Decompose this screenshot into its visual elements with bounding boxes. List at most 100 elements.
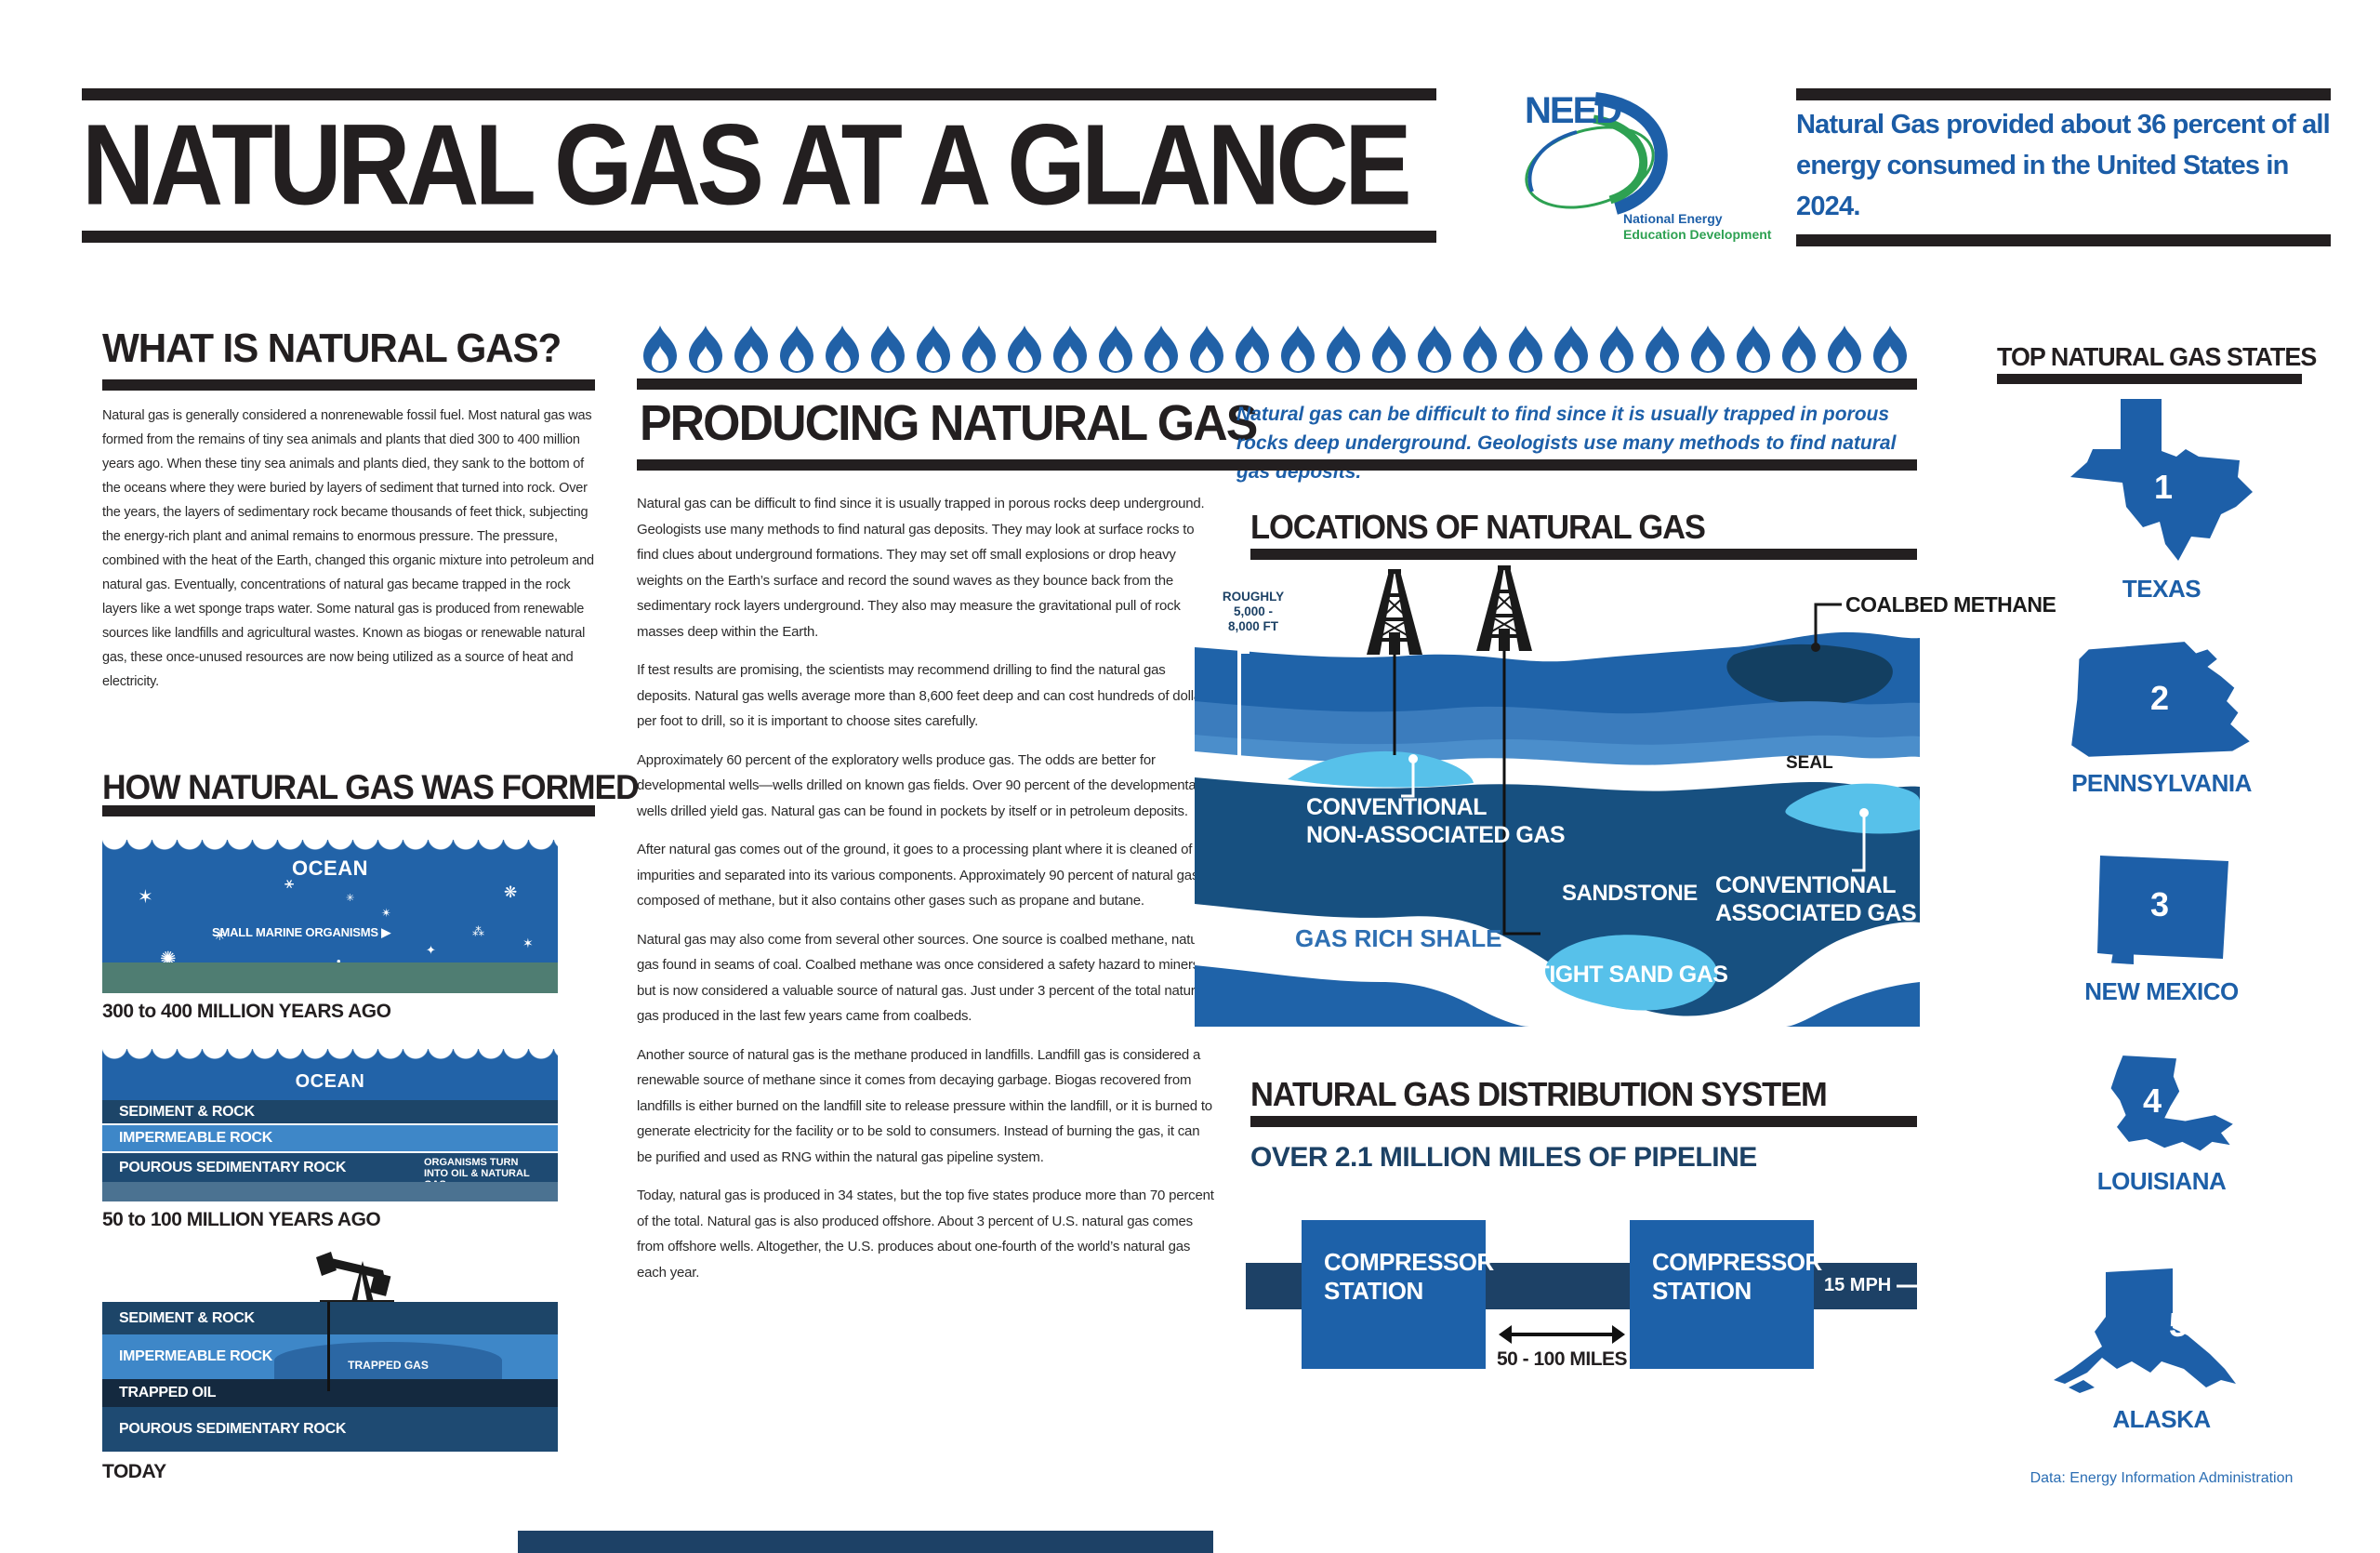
flame-icon xyxy=(1190,325,1223,373)
state-rank: 4 xyxy=(2143,1082,2162,1120)
double-arrow-icon xyxy=(1499,1325,1625,1344)
paragraph: After natural gas comes out of the groun… xyxy=(637,842,1212,909)
compressor-station-1: COMPRESSOR STATION xyxy=(1302,1220,1494,1369)
locations-rule xyxy=(1250,549,1917,560)
producing-top-rule xyxy=(637,378,1917,390)
layer-bottom-rock xyxy=(1195,965,1920,1027)
depth-line: ROUGHLY xyxy=(1222,590,1285,604)
state-item-texas: 1 TEXAS xyxy=(1994,395,2329,604)
what-is-heading: WHAT IS NATURAL GAS? xyxy=(102,325,562,371)
flame-icon xyxy=(1554,325,1588,373)
speed-label: 15 MPH xyxy=(1824,1275,1892,1295)
tight-sand-gas-label: TIGHT SAND GAS xyxy=(1536,962,1728,988)
what-is-body: Natural gas is generally considered a no… xyxy=(102,408,594,689)
pumpjack-icon xyxy=(316,1252,394,1306)
layer-slate xyxy=(102,1182,558,1201)
layer-impermeable-rock: IMPERMEABLE ROCK xyxy=(102,1125,558,1151)
associated-gas-pocket xyxy=(1785,783,1920,834)
layer-label: SEDIMENT & ROCK xyxy=(119,1103,255,1120)
organisms-caption-text: SMALL MARINE ORGANISMS xyxy=(212,925,378,939)
state-name: TEXAS xyxy=(2122,575,2202,603)
organism-icon: ⚹ xyxy=(284,874,295,892)
state-item-new-mexico: 3 NEW MEXICO xyxy=(1994,856,2329,1006)
footer-strip xyxy=(518,1531,1213,1553)
flame-icon xyxy=(917,325,950,373)
flame-icon xyxy=(1327,325,1360,373)
formed-rule xyxy=(102,805,595,816)
non-associated-leader xyxy=(1401,754,1418,798)
non-associated-gas-pocket xyxy=(1288,750,1474,788)
state-item-pennsylvania: 2 PENNSYLVANIA xyxy=(1994,642,2329,798)
depth-bracket xyxy=(1237,650,1250,760)
flame-icon xyxy=(1646,325,1679,373)
flame-icon xyxy=(1053,325,1087,373)
state-rank: 3 xyxy=(2150,885,2170,923)
flame-icon xyxy=(871,325,905,373)
what-is-rule xyxy=(102,379,595,391)
flame-icon xyxy=(1691,325,1725,373)
formed-diagram-today: SEDIMENT & ROCK IMPERMEABLE ROCK TRAPPED… xyxy=(102,1302,558,1452)
pennsylvania-shape xyxy=(2071,642,2250,757)
logo-acronym: NEED xyxy=(1525,90,1621,131)
flame-icon xyxy=(1281,325,1315,373)
distribution-rule xyxy=(1250,1116,1917,1127)
layer-sediment-rock: SEDIMENT & ROCK xyxy=(102,1100,558,1123)
trapped-gas-dome: TRAPPED GAS xyxy=(274,1342,502,1379)
speed-callout: 15 MPH xyxy=(1824,1275,1955,1296)
organism-icon: ❋ xyxy=(504,883,518,901)
flame-icon xyxy=(1008,325,1041,373)
layer-label: IMPERMEABLE ROCK xyxy=(119,1348,272,1364)
page-title: NATURAL GAS AT A GLANCE xyxy=(82,100,1412,230)
flame-icon xyxy=(826,325,859,373)
logo-swoosh-blue xyxy=(1594,92,1668,215)
diagram3-caption: TODAY xyxy=(102,1461,166,1482)
sandstone-label: SANDSTONE xyxy=(1562,881,1698,906)
distance-label: 50 - 100 MILES xyxy=(1496,1348,1628,1370)
logo-arc-blue-thin xyxy=(1527,130,1578,192)
headline-top-rule xyxy=(1796,88,2331,100)
louisiana-shape xyxy=(2110,1055,2233,1151)
organism-icon: ✳ xyxy=(346,893,355,904)
layer-porous-sedimentary: POUROUS SEDIMENTARY ROCK xyxy=(102,1407,558,1452)
organism-icon: ✴ xyxy=(381,906,391,920)
layer-label: IMPERMEABLE ROCK xyxy=(119,1130,272,1146)
paragraph: Another source of natural gas is the met… xyxy=(637,1046,1212,1165)
logo-swoosh-green xyxy=(1593,114,1647,205)
formed-diagram-layers: OCEAN SEDIMENT & ROCK IMPERMEABLE ROCK P… xyxy=(102,1049,558,1201)
flame-icon xyxy=(1737,325,1770,373)
flame-icon xyxy=(1418,325,1451,373)
flame-icon xyxy=(1782,325,1816,373)
coalbed-methane-deposit xyxy=(1726,644,1893,706)
formed-diagram-ocean: OCEAN ✶✳⚹✴❋✺•✦⁂•✶✳ SMALL MARINE ORGANISM… xyxy=(102,840,558,993)
logo-org-line1: National Energy xyxy=(1623,211,1723,226)
state-name: ALASKA xyxy=(2112,1405,2211,1433)
layer-label: TRAPPED OIL xyxy=(119,1385,217,1400)
depth-line: 8,000 FT xyxy=(1227,619,1279,633)
flame-icon xyxy=(734,325,768,373)
producing-intro: Natural gas can be difficult to find sin… xyxy=(1236,404,1897,483)
flame-icon xyxy=(1463,325,1497,373)
flame-row xyxy=(641,325,1920,376)
organism-icon: ✶ xyxy=(138,887,153,908)
ocean-label: OCEAN xyxy=(295,1071,365,1092)
layer-label: SEDIMENT & ROCK xyxy=(119,1309,255,1326)
flame-icon xyxy=(643,325,677,373)
locations-heading: LOCATIONS OF NATURAL GAS xyxy=(1250,508,1706,546)
state-name: LOUISIANA xyxy=(2096,1167,2227,1195)
paragraph: Natural gas may also come from several o… xyxy=(637,931,1213,1025)
paragraph: Approximately 60 percent of the explorat… xyxy=(637,751,1199,819)
trapped-gas-label: TRAPPED GAS xyxy=(348,1359,429,1372)
producing-heading: PRODUCING NATURAL GAS xyxy=(640,395,1258,451)
flame-icon xyxy=(1509,325,1542,373)
flame-icon xyxy=(1873,325,1907,373)
well-line xyxy=(327,1302,330,1391)
logo-org-line2: Education Development xyxy=(1623,227,1772,242)
top-states-rule xyxy=(1997,374,2302,384)
paragraph: If test results are promising, the scien… xyxy=(637,662,1213,729)
headline-bottom-rule xyxy=(1796,234,2331,246)
formed-heading: HOW NATURAL GAS WAS FORMED xyxy=(102,768,640,806)
logo-ellipse-green xyxy=(1525,126,1655,209)
top-states-heading: TOP NATURAL GAS STATES xyxy=(1997,342,2317,371)
organism-icon: • xyxy=(337,954,341,968)
